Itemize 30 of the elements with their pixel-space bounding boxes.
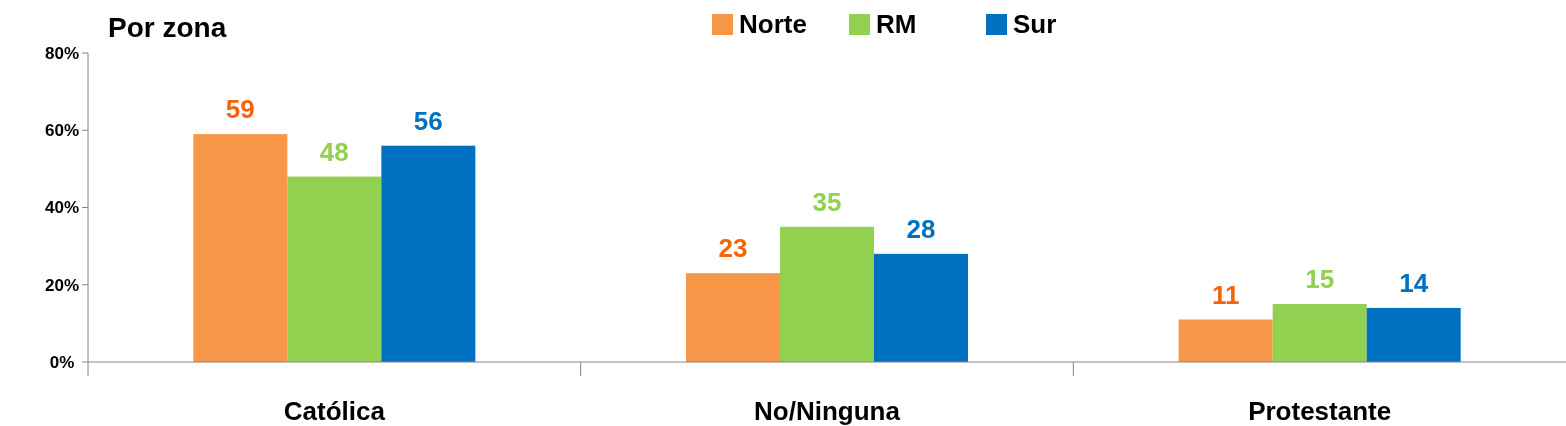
bar — [193, 134, 288, 362]
x-tick-label: Protestante — [1248, 396, 1392, 426]
data-label: 23 — [718, 233, 748, 264]
y-tick-label: 80% — [44, 43, 80, 63]
data-label: 28 — [906, 213, 936, 244]
y-tick-label: 40% — [44, 198, 80, 218]
bar — [1178, 319, 1273, 362]
legend-label: Norte — [739, 9, 807, 39]
x-tick-label: No/Ninguna — [754, 396, 901, 426]
bar — [287, 176, 382, 362]
data-label: 11 — [1211, 279, 1240, 310]
bar — [1366, 307, 1461, 362]
x-tick-label: Católica — [283, 396, 386, 426]
legend-label: RM — [876, 9, 917, 39]
bar — [874, 253, 968, 362]
data-label: 35 — [812, 186, 842, 217]
bar — [780, 226, 874, 362]
data-label: 15 — [1305, 264, 1335, 295]
y-tick-label: 60% — [44, 121, 80, 141]
data-label: 48 — [319, 136, 349, 167]
data-label: 14 — [1399, 267, 1429, 298]
bar — [1272, 304, 1367, 362]
data-label: 59 — [225, 94, 255, 125]
bar — [381, 145, 476, 362]
y-tick-label: 0% — [49, 352, 75, 372]
y-tick-label: 20% — [44, 275, 80, 295]
bar — [686, 273, 780, 362]
chart-title: Por zona — [108, 12, 227, 43]
data-label: 56 — [413, 105, 443, 136]
legend-label: Sur — [1013, 9, 1057, 39]
